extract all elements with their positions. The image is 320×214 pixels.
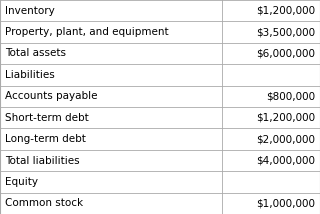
Bar (222, 21, 320, 43)
Bar (0, 150, 222, 171)
Text: $6,000,000: $6,000,000 (256, 49, 315, 58)
Text: Common stock: Common stock (5, 198, 83, 208)
Bar (222, 128, 320, 150)
Bar (222, 64, 320, 86)
Text: $3,500,000: $3,500,000 (256, 27, 315, 37)
Bar (0, 21, 222, 43)
Text: $1,200,000: $1,200,000 (256, 113, 315, 123)
Text: Property, plant, and equipment: Property, plant, and equipment (5, 27, 168, 37)
Bar (222, 193, 320, 214)
Bar (222, 43, 320, 64)
Text: $2,000,000: $2,000,000 (256, 134, 315, 144)
Text: Inventory: Inventory (5, 6, 54, 16)
Bar (0, 107, 222, 128)
Text: Liabilities: Liabilities (5, 70, 54, 80)
Bar (222, 171, 320, 193)
Bar (222, 0, 320, 21)
Text: Short-term debt: Short-term debt (5, 113, 89, 123)
Bar (0, 43, 222, 64)
Bar (0, 0, 222, 21)
Text: Total liabilities: Total liabilities (5, 156, 79, 165)
Bar (222, 150, 320, 171)
Text: Long-term debt: Long-term debt (5, 134, 86, 144)
Text: $4,000,000: $4,000,000 (256, 156, 315, 165)
Bar (0, 171, 222, 193)
Bar (222, 86, 320, 107)
Text: Total assets: Total assets (5, 49, 66, 58)
Text: Equity: Equity (5, 177, 38, 187)
Bar (0, 193, 222, 214)
Bar (222, 107, 320, 128)
Bar (0, 64, 222, 86)
Text: $1,200,000: $1,200,000 (256, 6, 315, 16)
Bar (0, 128, 222, 150)
Bar (0, 86, 222, 107)
Text: Accounts payable: Accounts payable (5, 91, 97, 101)
Text: $1,000,000: $1,000,000 (256, 198, 315, 208)
Text: $800,000: $800,000 (266, 91, 315, 101)
